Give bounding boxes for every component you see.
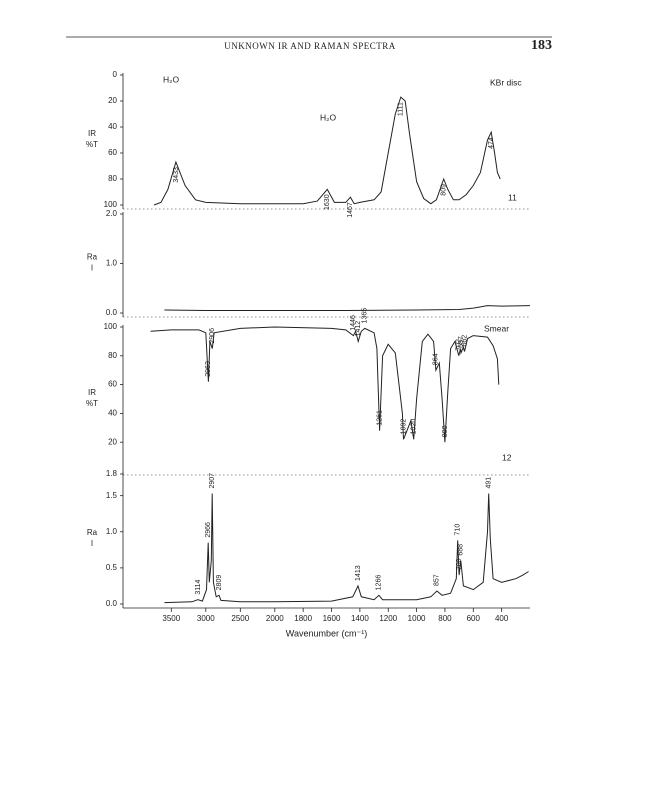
peak-label: 2966 xyxy=(205,522,212,538)
y-axis-label: %T xyxy=(86,399,98,408)
peak-label: 700 xyxy=(456,558,463,570)
peak-label: 1467 xyxy=(347,202,354,218)
peak-label: 2906 xyxy=(209,328,216,344)
peak-label: 662 xyxy=(461,335,468,347)
peak-label: 1412 xyxy=(355,321,362,337)
x-tick-label: 3000 xyxy=(197,614,215,623)
x-axis-label: Wavenumber (cm⁻¹) xyxy=(286,628,367,638)
y-tick-label: 100 xyxy=(104,200,118,209)
y-tick-label: 2.0 xyxy=(106,209,118,218)
y-axis-label: IR xyxy=(88,388,96,397)
y-axis-label: I xyxy=(91,539,93,548)
peak-label: 710 xyxy=(455,524,462,536)
peak-label: 1261 xyxy=(376,410,383,426)
x-tick-label: 2000 xyxy=(266,614,284,623)
x-tick-label: 800 xyxy=(438,614,452,623)
peak-label: 857 xyxy=(434,574,441,586)
y-axis-label: Ra xyxy=(87,253,98,262)
x-tick-label: 400 xyxy=(495,614,509,623)
y-axis-label: I xyxy=(91,264,93,273)
peak-label: 474 xyxy=(488,137,495,149)
y-tick-label: 80 xyxy=(108,174,117,183)
peak-label: 1111 xyxy=(398,102,405,116)
peak-label: 809 xyxy=(441,184,448,196)
annotation: Smear xyxy=(484,323,509,333)
y-tick-label: 1.5 xyxy=(106,491,118,500)
y-tick-label: 80 xyxy=(108,351,117,360)
panel-number: 11 xyxy=(508,192,517,202)
y-tick-label: 40 xyxy=(108,122,117,131)
annotation: H₂O xyxy=(163,74,179,84)
peak-label: 1020 xyxy=(411,419,418,435)
page-number: 183 xyxy=(531,38,552,53)
x-tick-label: 2500 xyxy=(231,614,249,623)
peak-label: 3114 xyxy=(195,580,202,595)
running-head: UNKNOWN IR AND RAMAN SPECTRA xyxy=(224,41,396,51)
peak-label: 702 xyxy=(456,339,463,351)
panel-number: 12 xyxy=(502,452,512,462)
y-tick-label: 0 xyxy=(113,70,118,79)
x-tick-label: 600 xyxy=(467,614,481,623)
peak-label: 2907 xyxy=(209,473,216,489)
x-tick-label: 1400 xyxy=(351,614,369,623)
y-tick-label: 1.0 xyxy=(106,259,118,268)
peak-label: 2963 xyxy=(205,361,212,377)
peak-label: 491 xyxy=(486,477,493,489)
y-tick-label: 40 xyxy=(108,409,117,418)
x-tick-label: 1000 xyxy=(408,614,426,623)
peak-label: 800 xyxy=(442,425,449,437)
peak-label: 1092 xyxy=(400,419,407,435)
peak-label: 3433 xyxy=(173,167,180,183)
spectrum-line xyxy=(164,493,529,604)
spectrum-line xyxy=(164,305,531,311)
peak-label: 864 xyxy=(433,353,440,365)
y-tick-label: 1.0 xyxy=(106,527,118,536)
spectrum-line xyxy=(150,326,500,443)
x-tick-label: 3500 xyxy=(162,614,180,623)
y-axis-label: Ra xyxy=(87,528,98,537)
peak-label: 2809 xyxy=(216,575,223,591)
y-tick-label: 0.0 xyxy=(106,599,118,608)
y-axis-label: %T xyxy=(86,140,98,149)
peak-label: 688 xyxy=(458,544,465,556)
peak-label: 1413 xyxy=(355,565,362,581)
spectrum-line xyxy=(153,96,501,206)
y-tick-label: 100 xyxy=(104,322,118,331)
x-tick-label: 1600 xyxy=(323,614,341,623)
peak-label: 1446 xyxy=(350,315,357,331)
peak-label: 1365 xyxy=(362,308,369,324)
peak-label: 687 xyxy=(458,336,465,348)
y-tick-label: 0.0 xyxy=(106,308,118,317)
peak-label: 1266 xyxy=(376,575,383,591)
y-axis-label: IR xyxy=(88,129,96,138)
y-tick-label: 20 xyxy=(108,96,117,105)
y-tick-label: 0.5 xyxy=(106,563,118,572)
x-tick-label: 1800 xyxy=(294,614,312,623)
y-tick-label: 20 xyxy=(108,437,117,446)
y-tick-label: 1.8 xyxy=(106,469,118,478)
peak-label: 1630 xyxy=(324,194,331,210)
x-tick-label: 1200 xyxy=(379,614,397,623)
annotation: H₂O xyxy=(320,112,336,122)
y-tick-label: 60 xyxy=(108,148,117,157)
y-tick-label: 60 xyxy=(108,380,117,389)
annotation: KBr disc xyxy=(490,77,522,87)
